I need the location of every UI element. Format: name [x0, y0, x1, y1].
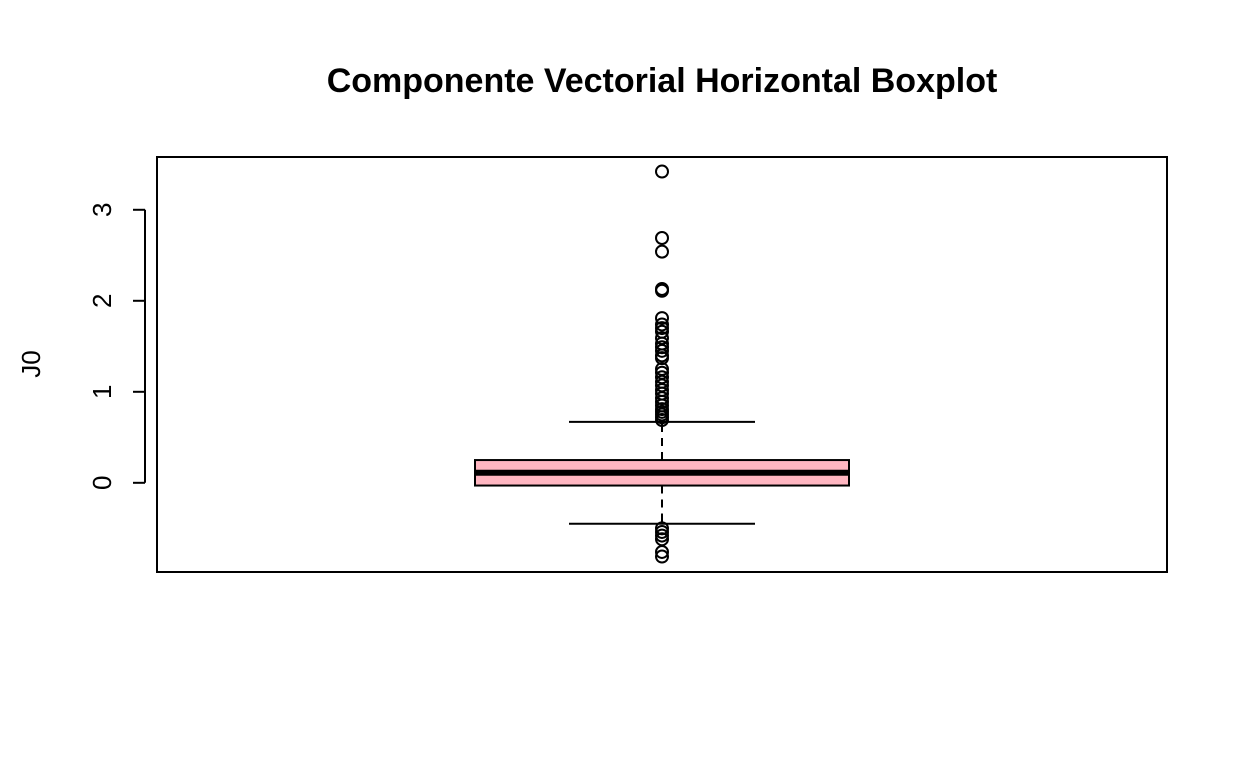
outlier-point: [655, 311, 669, 326]
outlier-point: [655, 521, 669, 536]
outlier-point: [655, 283, 669, 298]
outlier-point: [655, 340, 669, 355]
y-tick-label: 0: [87, 476, 117, 490]
outlier-point: [655, 413, 669, 428]
chart-title: Componente Vectorial Horizontal Boxplot: [327, 62, 998, 100]
outlier-point: [655, 351, 669, 366]
outlier-point: [655, 244, 669, 259]
outlier-point: [655, 317, 669, 332]
plot-frame: [156, 156, 1168, 573]
outlier-point: [655, 544, 669, 559]
outlier-point: [655, 528, 669, 543]
outlier-point: [655, 343, 669, 358]
y-tick-label: 2: [87, 294, 117, 308]
outlier-point: [655, 321, 669, 336]
outlier-point: [655, 549, 669, 564]
outlier-point: [655, 230, 669, 245]
outlier-point: [655, 164, 669, 179]
y-tick-label: 1: [87, 385, 117, 399]
y-axis-label: J0: [16, 350, 46, 377]
outlier-point: [655, 524, 669, 539]
plot-area: 0 1 2 3: [87, 156, 1168, 573]
y-tick-label: 3: [87, 203, 117, 217]
outlier-point: [655, 391, 669, 406]
